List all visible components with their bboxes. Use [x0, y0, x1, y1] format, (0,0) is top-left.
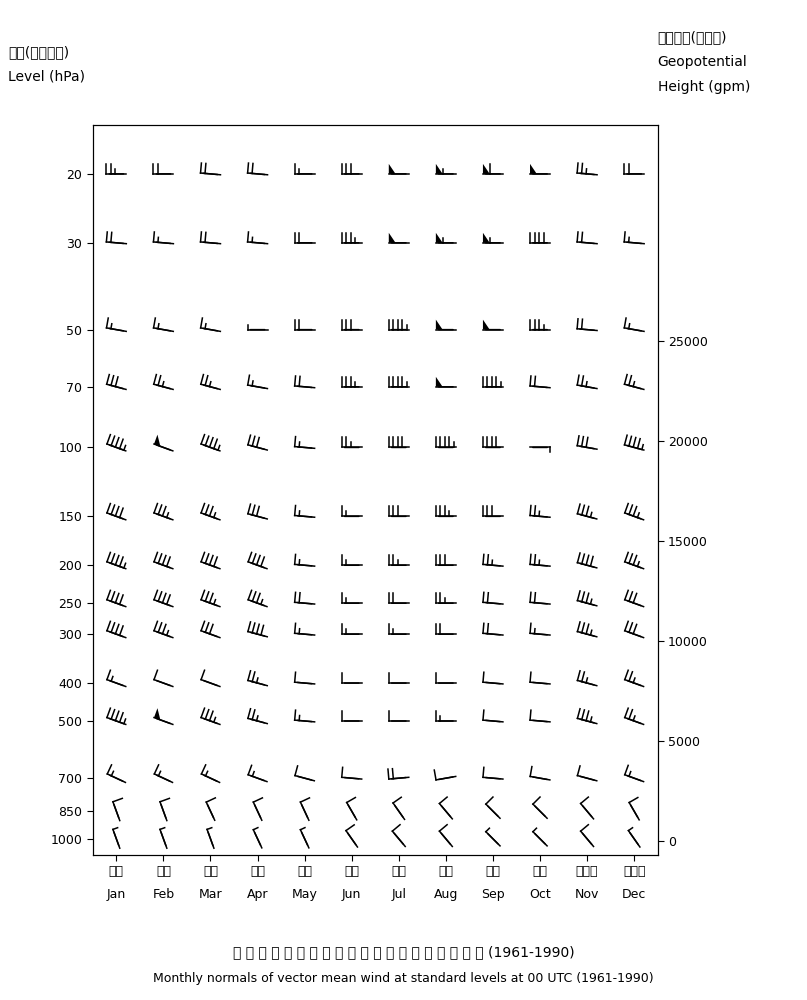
- Text: Jun: Jun: [342, 888, 362, 901]
- Text: 九月: 九月: [486, 865, 500, 878]
- Text: Dec: Dec: [622, 888, 646, 901]
- Text: Height (gpm): Height (gpm): [658, 80, 750, 94]
- Text: Level (hPa): Level (hPa): [8, 70, 85, 84]
- Text: 高度(百帕斯卡): 高度(百帕斯卡): [8, 45, 69, 59]
- Text: 七月: 七月: [391, 865, 406, 878]
- Text: Aug: Aug: [433, 888, 458, 901]
- Text: 十月: 十月: [533, 865, 547, 878]
- Text: Nov: Nov: [575, 888, 600, 901]
- Text: 五月: 五月: [297, 865, 312, 878]
- Text: Jul: Jul: [391, 888, 406, 901]
- Text: 三月: 三月: [203, 865, 218, 878]
- Text: Sep: Sep: [481, 888, 504, 901]
- Text: 六月: 六月: [345, 865, 359, 878]
- Text: 協 調 世 界 時 零 時 各 標 準 層 的 正 常 月 平 均 矢 量 風 (1961-1990): 協 調 世 界 時 零 時 各 標 準 層 的 正 常 月 平 均 矢 量 風 …: [232, 945, 575, 959]
- Text: Mar: Mar: [199, 888, 222, 901]
- Text: 位勢高度(位勢米): 位勢高度(位勢米): [658, 30, 727, 44]
- Text: Jan: Jan: [107, 888, 126, 901]
- Text: Feb: Feb: [153, 888, 174, 901]
- Text: 四月: 四月: [250, 865, 265, 878]
- Text: 二月: 二月: [156, 865, 171, 878]
- Text: 一月: 一月: [109, 865, 123, 878]
- Text: May: May: [291, 888, 318, 901]
- Text: 十二月: 十二月: [623, 865, 646, 878]
- Text: Apr: Apr: [247, 888, 268, 901]
- Text: Monthly normals of vector mean wind at standard levels at 00 UTC (1961-1990): Monthly normals of vector mean wind at s…: [153, 972, 654, 985]
- Text: Geopotential: Geopotential: [658, 55, 747, 69]
- Text: 八月: 八月: [438, 865, 454, 878]
- Text: Oct: Oct: [529, 888, 551, 901]
- Text: 十一月: 十一月: [576, 865, 598, 878]
